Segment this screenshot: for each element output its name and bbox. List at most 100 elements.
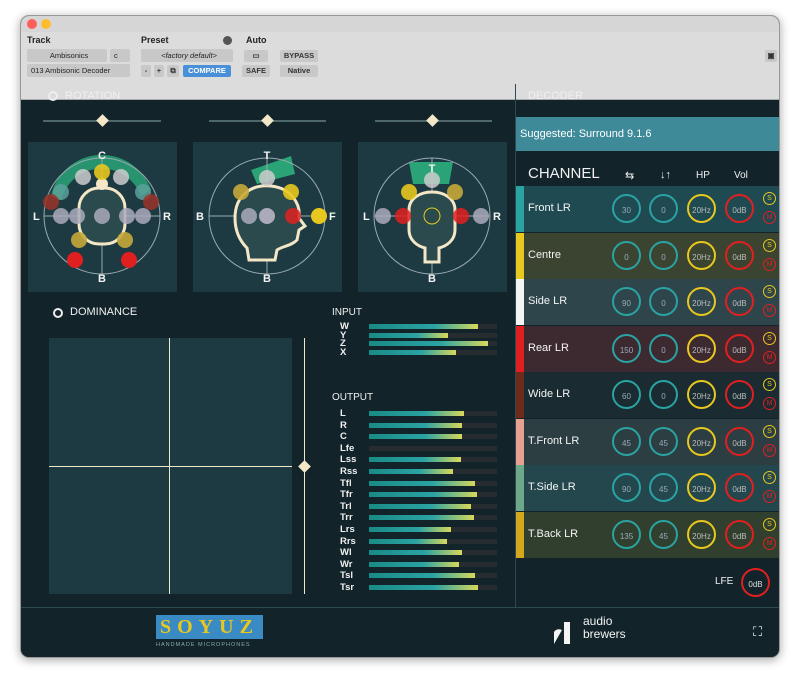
elevation-knob[interactable]: 0 [649,380,678,409]
solo-button[interactable]: S [763,238,776,252]
mute-button[interactable]: M [763,490,776,503]
lfe-label: LFE [715,576,734,587]
preset-plus-button[interactable]: + [154,65,164,77]
elevation-knob[interactable]: 0 [649,240,678,270]
solo-button[interactable]: S [763,517,776,531]
hp-header: HP [696,170,710,181]
mute-button[interactable]: M [763,211,776,224]
solo-button[interactable]: S [763,192,776,205]
volume-knob[interactable]: 0dB [725,380,754,409]
front-view-panel[interactable] [358,142,507,292]
settings-icon[interactable]: ▣ [765,50,777,62]
view2-top-label: T [264,150,271,162]
rotation-toggle-icon[interactable] [48,91,58,101]
azimuth-knob[interactable]: 45 [612,426,641,456]
top-view-panel[interactable] [28,142,177,292]
meter-label-l: L [340,408,346,419]
compare-button[interactable]: COMPARE [183,65,231,77]
preset-minus-button[interactable]: - [141,65,151,77]
azimuth-knob[interactable]: 0 [612,240,641,270]
rotation-slider-handle-3[interactable] [426,114,439,127]
bypass-button[interactable]: BYPASS [280,50,318,62]
level-meter-fill [369,480,476,486]
mute-button[interactable]: M [763,536,776,550]
channel-row[interactable]: Front LR 30 0 20Hz 0dB S M [516,186,779,232]
highpass-knob[interactable]: 20Hz [687,333,716,363]
azimuth-knob[interactable]: 60 [612,380,641,409]
elevation-knob[interactable]: 0 [649,333,678,363]
highpass-knob[interactable]: 20Hz [687,473,716,502]
highpass-knob[interactable]: 20Hz [687,194,716,223]
highpass-knob[interactable]: 20Hz [687,240,716,270]
track-select[interactable]: Ambisonics [27,49,107,62]
highpass-knob[interactable]: 20Hz [687,426,716,456]
volume-knob[interactable]: 0dB [725,519,754,549]
azimuth-knob[interactable]: 90 [612,473,641,502]
automation-icon[interactable]: ▭ [244,50,268,62]
close-window-button[interactable] [27,19,37,29]
dominance-toggle-icon[interactable] [53,308,63,318]
channel-row[interactable]: Side LR 90 0 20Hz 0dB S M [516,279,779,325]
level-meter-fill [369,324,478,329]
azimuth-knob[interactable]: 135 [612,519,641,549]
level-meter [369,324,497,329]
channel-name: Centre [528,248,562,261]
elevation-knob[interactable]: 45 [649,519,678,549]
channel-row[interactable]: Wide LR 60 0 20Hz 0dB S M [516,372,779,418]
copy-icon[interactable]: ⧉ [167,65,179,77]
channel-row[interactable]: Rear LR 150 0 20Hz 0dB S M [516,325,779,372]
elevation-knob[interactable]: 45 [649,473,678,502]
dominance-pad[interactable] [49,338,292,594]
channel-row[interactable]: Centre 0 0 20Hz 0dB S M [516,232,779,279]
elevation-knob[interactable]: 0 [649,287,678,316]
solo-button[interactable]: S [763,331,776,345]
minimize-window-button[interactable] [41,19,51,29]
preset-menu-icon[interactable] [223,36,232,45]
channel-row[interactable]: T.Back LR 135 45 20Hz 0dB S M [516,511,779,558]
highpass-knob[interactable]: 20Hz [687,380,716,409]
safe-button[interactable]: SAFE [242,65,270,77]
swap-icon[interactable]: ⇆ [625,170,635,182]
level-meter [369,480,497,486]
elevation-knob[interactable]: 45 [649,426,678,456]
volume-knob[interactable]: 0dB [725,194,754,223]
mute-button[interactable]: M [763,304,776,317]
side-view-panel[interactable] [193,142,342,292]
volume-knob[interactable]: 0dB [725,287,754,316]
mute-button[interactable]: M [763,397,776,410]
highpass-knob[interactable]: 20Hz [687,519,716,549]
track-channel-select[interactable]: c [110,49,130,62]
level-meter [369,445,497,451]
solo-button[interactable]: S [763,424,776,438]
solo-button[interactable]: S [763,471,776,484]
meter-label-trl: Trl [340,500,352,512]
solo-button[interactable]: S [763,378,776,391]
suggested-layout-bar[interactable]: Suggested: Surround 9.1.6 [516,117,779,151]
dominance-slider-handle[interactable] [298,460,311,473]
channel-row[interactable]: T.Side LR 90 45 20Hz 0dB S M [516,465,779,511]
azimuth-knob[interactable]: 30 [612,194,641,223]
preset-select[interactable]: <factory default> [141,49,233,62]
insert-select[interactable]: 013 Ambisonic Decoder [27,64,130,77]
volume-knob[interactable]: 0dB [725,426,754,456]
mute-button[interactable]: M [763,443,776,457]
rotation-slider-handle-1[interactable] [96,114,109,127]
native-button[interactable]: Native [280,65,318,77]
channel-name: T.Back LR [528,527,579,540]
mute-button[interactable]: M [763,257,776,271]
volume-knob[interactable]: 0dB [725,333,754,363]
elevation-knob[interactable]: 0 [649,194,678,223]
volume-knob[interactable]: 0dB [725,240,754,270]
solo-button[interactable]: S [763,285,776,298]
level-meter [369,503,497,509]
mute-button[interactable]: M [763,350,776,364]
channel-row[interactable]: T.Front LR 45 45 20Hz 0dB S M [516,418,779,465]
azimuth-knob[interactable]: 90 [612,287,641,316]
volume-knob[interactable]: 0dB [725,473,754,502]
polarity-icon[interactable]: ↓↑ [660,169,671,181]
lfe-volume-knob[interactable]: 0dB [741,568,770,597]
fullscreen-icon[interactable]: ⛶ [753,624,763,639]
rotation-slider-handle-2[interactable] [261,114,274,127]
highpass-knob[interactable]: 20Hz [687,287,716,316]
azimuth-knob[interactable]: 150 [612,333,641,363]
